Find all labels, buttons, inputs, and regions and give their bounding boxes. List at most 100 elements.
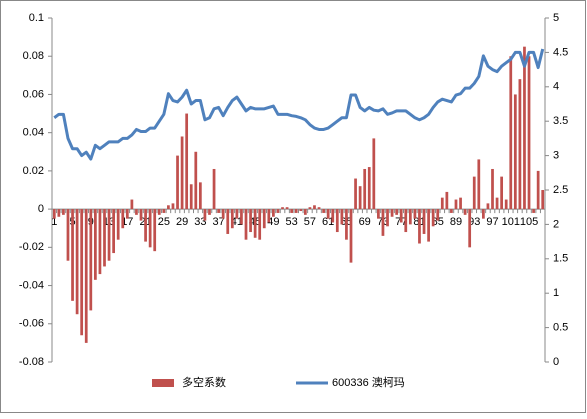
y2-tick-label: 1.5 [553,253,568,265]
bar [532,209,535,213]
x-tick-label: 33 [194,216,206,228]
bar [281,207,284,210]
bar [208,209,211,215]
bar [272,209,275,217]
bar [536,170,540,210]
bar [57,209,61,217]
y2-tick-label: 1 [553,287,559,299]
bar [262,209,266,229]
bar [294,209,298,213]
y-tick-label: 0.1 [29,12,44,24]
x-tick-label: 25 [158,216,170,228]
y-tick-label: -0.02 [19,241,44,253]
bar [486,203,490,210]
bar [427,209,430,242]
bar [422,209,426,234]
bar [116,209,120,240]
bar [367,167,371,210]
bar [326,209,330,219]
legend-swatch [152,379,174,387]
bar [527,56,531,210]
y2-tick-label: 4.5 [553,46,568,58]
x-tick-label: 93 [468,216,480,228]
bar [203,209,207,221]
bar [495,197,499,210]
bar [472,176,476,210]
legend-label: 600336 澳柯玛 [332,376,405,389]
bar [185,113,189,210]
bar [418,209,421,244]
bar [144,209,147,242]
bar [445,191,449,210]
bar [399,209,403,223]
bar [509,56,513,210]
bar [299,209,303,212]
bar [244,209,248,240]
x-tick-label: 97 [486,216,498,228]
bar [408,209,412,225]
bar [523,46,526,210]
bar [354,178,357,210]
y2-tick-label: 4 [553,81,559,93]
bar [322,209,325,213]
bar [276,209,280,213]
x-tick-label: 37 [212,216,224,228]
bar [468,209,472,248]
bar [349,209,353,263]
x-tick-label: 89 [450,216,462,228]
bar [431,209,435,227]
bar [518,79,522,210]
bar [358,186,362,210]
bar [372,138,376,210]
bar [84,209,88,343]
bar [157,209,161,215]
bar [212,168,216,210]
bar [317,207,321,210]
bar [148,209,152,248]
bar [500,176,504,210]
bar [153,209,157,252]
x-tick-label: 53 [286,216,298,228]
bar [377,209,380,219]
y2-tick-label: 3 [553,150,559,162]
bar [162,209,166,213]
x-tick-label: 57 [304,216,316,228]
bar [308,207,312,210]
x-tick-label: 29 [176,216,188,228]
bar [491,168,494,210]
y-tick-label: -0.04 [19,279,44,291]
bar [413,209,417,219]
bar [363,168,367,210]
bar [71,209,74,301]
bar [221,209,225,219]
y-tick-label: 0.06 [23,88,44,100]
bar [395,209,399,215]
bar [404,209,408,233]
bar [235,209,239,219]
bar [93,209,97,280]
bar [504,199,508,210]
bar [62,209,65,215]
bar [313,205,316,210]
bar [135,209,138,215]
bar [194,151,198,210]
bar [167,205,170,210]
bar [440,197,444,210]
bar [139,209,143,221]
bar [89,209,93,311]
bar [267,209,271,223]
bar [217,209,220,213]
bar [230,209,234,229]
y2-tick-label: 0 [553,356,559,368]
legend-label: 多空系数 [182,375,226,389]
y-tick-label: -0.06 [19,318,44,330]
x-tick-label: 41 [231,216,243,228]
bar [75,209,79,315]
bar [386,209,389,227]
bar [66,209,70,261]
bar [253,209,257,238]
y-tick-label: 0.08 [23,50,44,62]
bar [477,159,481,210]
bar [482,209,485,219]
bar [107,209,111,261]
